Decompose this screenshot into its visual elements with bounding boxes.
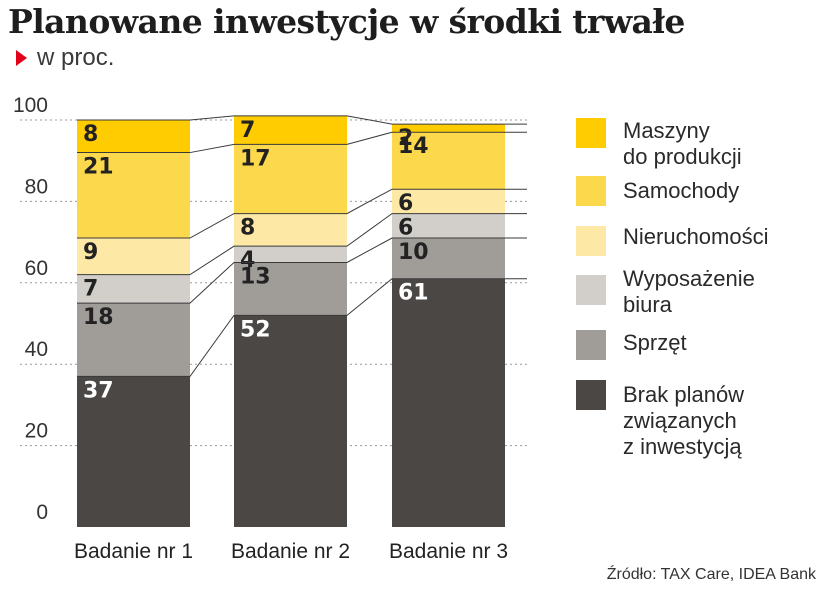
legend-swatch <box>576 330 606 360</box>
bar-segment <box>77 238 190 275</box>
bar-segment <box>234 213 347 247</box>
connector-line <box>77 115 527 125</box>
bar-segment <box>392 189 505 214</box>
chart-subtitle: w proc. <box>16 44 114 72</box>
data-label: 21 <box>83 155 114 180</box>
x-category-label: Badanie nr 1 <box>74 540 193 563</box>
legend-swatch <box>576 226 606 256</box>
bar-segment <box>234 315 347 527</box>
legend-label: Maszyny do produkcji <box>623 118 742 169</box>
data-label: 52 <box>240 317 271 342</box>
y-tick-label: 40 <box>25 338 48 361</box>
data-label: 13 <box>240 264 271 289</box>
y-tick-label: 60 <box>25 257 48 280</box>
legend-label: Brak planów związanych z inwestycją <box>623 382 745 459</box>
legend-swatch <box>576 380 606 410</box>
source-note: Źródło: TAX Care, IDEA Bank <box>606 566 816 583</box>
bar-segment <box>77 303 190 377</box>
bar-segment <box>77 376 190 527</box>
y-tick-label: 20 <box>25 420 48 443</box>
bar-segment <box>392 213 505 239</box>
legend-label: Sprzęt <box>623 330 687 355</box>
data-label: 10 <box>398 240 429 265</box>
connector-line <box>77 131 527 154</box>
legend-swatch <box>576 275 606 305</box>
data-label: 61 <box>398 281 429 306</box>
data-label: 8 <box>240 216 255 241</box>
connector-line <box>77 188 527 239</box>
data-label: 6 <box>398 216 413 241</box>
bar-segment <box>234 246 347 263</box>
bar-segment <box>234 115 347 145</box>
data-label: 2 <box>398 126 413 151</box>
data-label: 8 <box>83 122 98 147</box>
bar-segment <box>392 132 505 190</box>
connector-line <box>77 237 527 304</box>
data-label: 9 <box>83 240 98 265</box>
chart-title: Planowane inwestycje w środki trwałe <box>8 2 685 41</box>
legend-label: Nieruchomości <box>623 224 769 249</box>
data-label: 17 <box>240 146 271 171</box>
data-label: 7 <box>83 277 98 302</box>
connector-line <box>77 278 527 377</box>
y-tick-label: 0 <box>36 501 48 524</box>
bar-segment <box>234 144 347 214</box>
subtitle-text: w proc. <box>37 44 115 71</box>
legend-swatch <box>576 118 606 148</box>
x-category-label: Badanie nr 3 <box>389 540 508 563</box>
data-label: 6 <box>398 191 413 216</box>
legend-swatch <box>576 176 606 206</box>
data-label: 18 <box>83 305 114 330</box>
data-label: 4 <box>240 248 255 273</box>
legend-label: Wyposażenie biura <box>623 266 755 317</box>
bar-segment <box>77 274 190 304</box>
legend-label: Samochody <box>623 178 740 203</box>
bar-segment <box>77 120 190 153</box>
bar-segment <box>392 278 505 527</box>
red-triangle-icon <box>16 50 27 66</box>
data-label: 37 <box>83 378 114 403</box>
data-label: 7 <box>240 118 255 143</box>
data-label: 14 <box>398 134 429 159</box>
connector-line <box>77 213 527 276</box>
bar-segment <box>77 152 190 239</box>
y-tick-label: 100 <box>13 94 48 117</box>
bar-segment <box>392 124 505 133</box>
bar-segment <box>392 238 505 279</box>
x-category-label: Badanie nr 2 <box>231 540 350 563</box>
bar-segment <box>234 262 347 316</box>
y-tick-label: 80 <box>25 175 48 198</box>
